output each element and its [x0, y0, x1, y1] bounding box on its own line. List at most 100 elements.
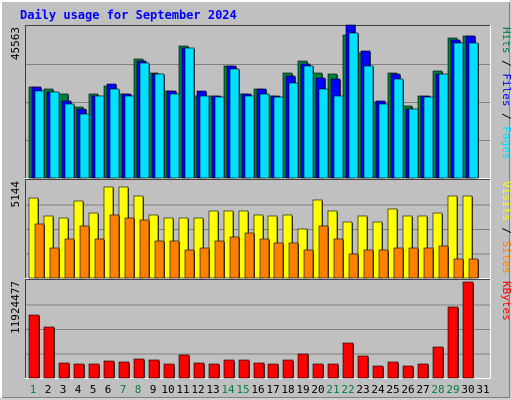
legend-kbytes: KBytes [500, 281, 512, 321]
x-tick-label: 23 [356, 383, 369, 396]
x-tick-label: 27 [416, 383, 429, 396]
bar-face [273, 96, 284, 179]
legend-visits: Visits [500, 181, 512, 221]
bar-face [214, 96, 225, 179]
bar-pages [49, 91, 60, 179]
bar-pages [393, 78, 404, 179]
x-tick-label: 17 [266, 383, 279, 396]
bar-face [288, 82, 299, 179]
bar-kbytes [387, 361, 399, 379]
bar-face [402, 215, 413, 279]
bar-pages [64, 103, 75, 179]
bar-face [327, 363, 339, 379]
bar-sites [288, 242, 299, 279]
bar-face [342, 342, 354, 379]
bar-pages [139, 62, 150, 179]
bar-face [363, 65, 374, 179]
panel-visits: 5144 Visits / Sites [9, 179, 512, 279]
x-tick-label: 30 [461, 383, 474, 396]
bar-sites [124, 217, 135, 279]
bar-face [408, 108, 419, 179]
bar-face [318, 225, 329, 279]
bar-face [34, 90, 45, 179]
y-max-label: 11924477 [9, 281, 22, 334]
bar-sites [199, 247, 210, 279]
bar-sites [259, 238, 270, 279]
bar-kbytes [208, 363, 220, 379]
bar-sites [229, 236, 240, 279]
bar-face [259, 93, 270, 179]
x-tick-label: 29 [446, 383, 459, 396]
bar-pages [348, 32, 359, 179]
bar-face [79, 113, 90, 179]
bar-kbytes [238, 359, 250, 379]
x-tick-label: 26 [401, 383, 414, 396]
x-tick-label: 3 [60, 383, 67, 396]
bar-visits [462, 195, 473, 279]
bar-sites [468, 258, 479, 279]
bar-pages [214, 96, 225, 179]
bar-visits [402, 215, 413, 279]
bar-face [318, 88, 329, 179]
bar-pages [124, 95, 135, 179]
legend-sites: Sites [500, 241, 512, 274]
bar-kbytes [28, 314, 40, 379]
bar-face [438, 245, 449, 279]
bar-visits [387, 208, 398, 279]
bar-sites [423, 247, 434, 279]
bar-face [178, 354, 190, 379]
bar-kbytes [163, 363, 175, 379]
bar-face [169, 93, 180, 179]
bar-face [229, 68, 240, 179]
bar-sites [393, 247, 404, 279]
bar-face [303, 65, 314, 179]
bar-sites [169, 240, 180, 279]
x-tick-label: 15 [236, 383, 249, 396]
bar-pages [438, 73, 449, 179]
bar-sites [49, 247, 60, 279]
bar-visits [432, 212, 443, 279]
panel-traffic: 45563 Hits / Files / Pages [9, 24, 512, 179]
bar-pages [169, 93, 180, 179]
bar-kbytes [372, 365, 384, 379]
bar-face [124, 95, 135, 179]
bar-face [387, 361, 399, 379]
x-tick-label: 7 [120, 383, 127, 396]
bar-face [393, 247, 404, 279]
bar-face [184, 47, 195, 179]
bar-face [357, 215, 368, 279]
bar-face [109, 88, 120, 179]
bar-face [393, 78, 404, 179]
x-tick-label: 4 [75, 383, 82, 396]
x-tick-label: 6 [105, 383, 112, 396]
bar-face [408, 247, 419, 279]
bar-pages [288, 82, 299, 179]
bar-face [453, 42, 464, 179]
x-tick-label: 25 [386, 383, 399, 396]
bar-face [453, 258, 464, 279]
bar-kbytes [282, 359, 294, 379]
x-tick-label: 21 [326, 383, 339, 396]
bar-face [267, 363, 279, 379]
bar-pages [109, 88, 120, 179]
bar-face [348, 32, 359, 179]
bar-face [49, 91, 60, 179]
bar-face [199, 247, 210, 279]
bar-face [468, 42, 479, 179]
bar-pages [184, 47, 195, 179]
panel-kbytes: 11924477 KBytes [9, 279, 512, 379]
bar-face [154, 73, 165, 179]
bar-sites [79, 225, 90, 279]
bar-kbytes [43, 326, 55, 379]
x-tick-label: 19 [296, 383, 309, 396]
bar-sites [94, 238, 105, 279]
x-tick-label: 10 [161, 383, 174, 396]
x-tick-label: 14 [221, 383, 235, 396]
bar-sites [244, 232, 255, 279]
bar-face [103, 360, 115, 379]
x-tick-label: 1 [30, 383, 37, 396]
bar-face [214, 240, 225, 279]
bar-kbytes [73, 363, 85, 379]
bar-sites [214, 240, 225, 279]
bar-face [88, 363, 100, 379]
